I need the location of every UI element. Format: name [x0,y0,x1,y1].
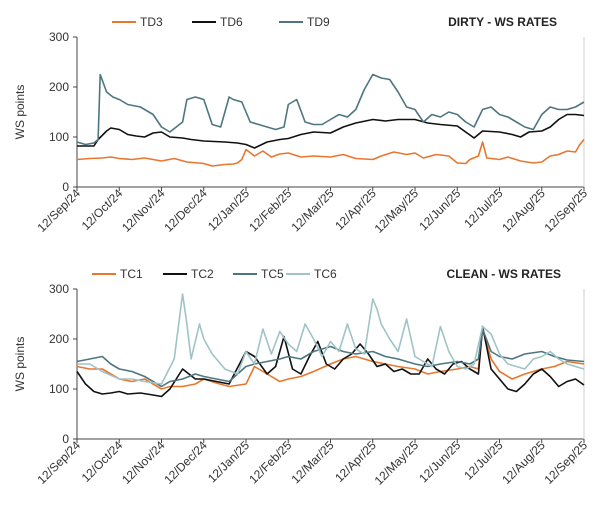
series-line-td3 [76,138,585,167]
x-tick-label: 12/Dec/24 [161,438,210,487]
x-tick-label: 12/Jun/25 [416,438,463,485]
legend-label-tc5: TC5 [261,267,284,281]
legend-label-tc1: TC1 [120,267,143,281]
x-tick-label: 12/May/25 [372,186,422,236]
x-tick-label: 12/Jan/25 [205,438,252,485]
x-tick-label: 12/Jun/25 [416,186,463,233]
series-line-td9 [76,73,585,146]
series-line-tc2 [76,325,585,398]
chart-title: CLEAN - WS RATES [447,267,561,281]
series-line-tc6 [77,293,585,385]
legend-label-tc2: TC2 [191,267,214,281]
y-tick-label: 100 [49,382,69,396]
x-tick-label: 12/Sep/25 [542,438,591,487]
x-tick-label: 12/Sep/24 [35,438,84,487]
x-tick-label: 12/May/25 [372,438,422,488]
legend-label-td6: TD6 [220,15,243,29]
y-tick-label: 0 [62,432,69,446]
x-tick-label: 12/Mar/25 [289,186,337,234]
x-tick-label: 12/Aug/25 [499,438,548,487]
legend-label-tc6: TC6 [314,267,337,281]
y-tick-label: 200 [49,332,69,346]
legend-label-td3: TD3 [140,15,163,29]
chart-title: DIRTY - WS RATES [448,15,557,29]
x-tick-label: 12/Sep/24 [35,186,84,235]
x-tick-label: 12/Jan/25 [205,186,252,233]
series-line-tc5 [76,328,585,388]
y-tick-label: 100 [49,130,69,144]
x-tick-label: 12/Sep/25 [542,186,591,235]
x-tick-label: 12/Feb/25 [246,438,294,486]
x-tick-label: 12/Aug/25 [499,186,548,235]
y-tick-label: 200 [49,80,69,94]
y-tick-label: 0 [62,180,69,194]
series-line-tc1 [76,328,585,390]
series-line-td6 [77,113,585,149]
y-tick-label: 300 [49,282,69,296]
legend-label-td9: TD9 [307,15,330,29]
x-tick-label: 12/Oct/24 [79,186,126,233]
x-tick-label: 12/Oct/24 [79,438,126,485]
y-tick-label: 300 [49,30,69,44]
x-tick-label: 12/Mar/25 [289,438,337,486]
x-tick-label: 12/Dec/24 [161,186,210,235]
x-tick-label: 12/Nov/24 [119,186,168,235]
x-tick-label: 12/Feb/25 [246,186,294,234]
x-tick-label: 12/Nov/24 [119,438,168,487]
y-axis-label: WS points [13,85,27,140]
y-axis-label: WS points [13,337,27,392]
